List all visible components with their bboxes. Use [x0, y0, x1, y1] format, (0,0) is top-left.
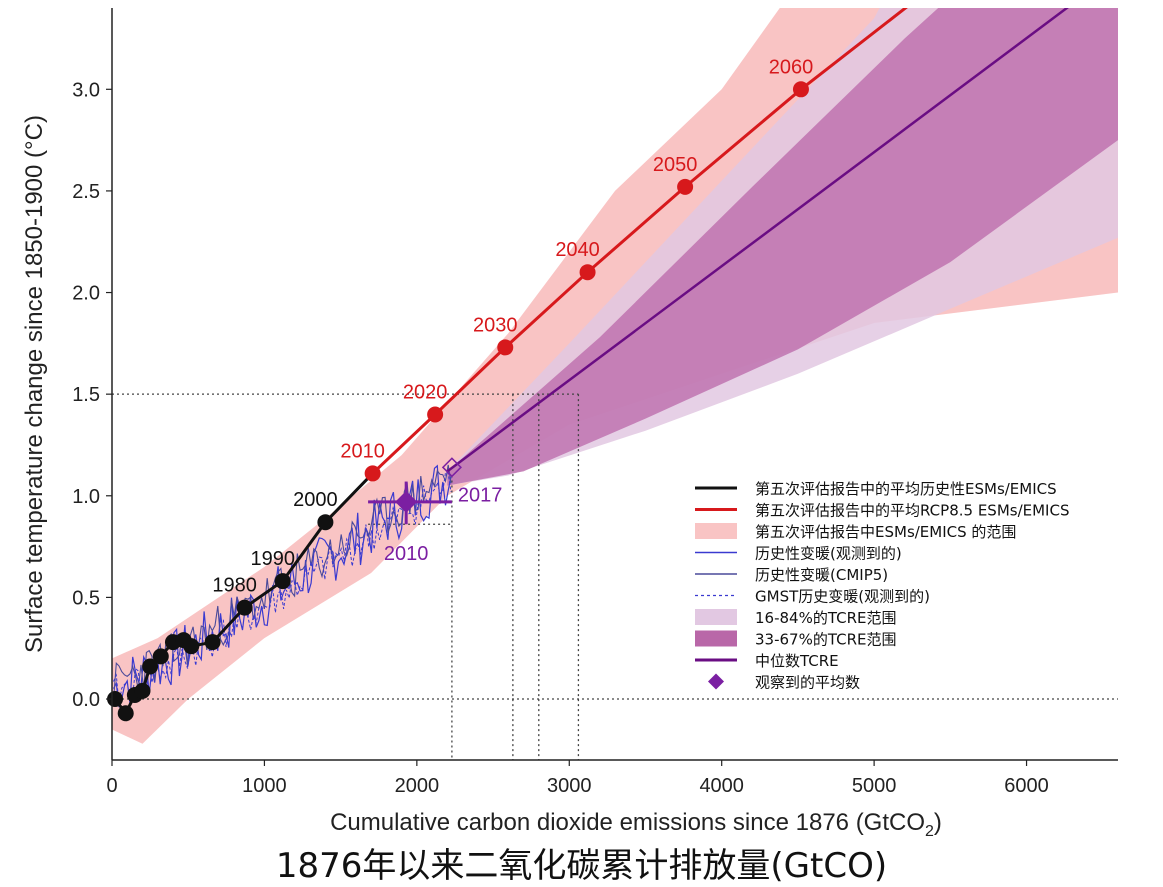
legend-background — [691, 474, 1111, 695]
year-label: 1990 — [250, 548, 295, 570]
historical-marker — [236, 599, 253, 616]
historical-marker — [274, 573, 291, 590]
chart-svg: 1980 1990 2000 2010 2020 2030 2040 2050 2060 2010… — [21, 8, 1118, 840]
y-tick-label: 2.0 — [72, 283, 100, 305]
legend-item: 第五次评估报告中的平均RCP8.5 ESMs/EMICS — [695, 502, 1069, 520]
year-label: 2060 — [769, 56, 814, 78]
x-tick-label: 3000 — [547, 775, 592, 797]
y-tick-label: 1.5 — [72, 384, 100, 406]
rcp85-marker — [497, 339, 514, 356]
legend-item: 第五次评估报告中ESMs/EMICS 的范围 — [695, 523, 1016, 541]
legend-swatch — [708, 673, 724, 690]
x-tick-label: 6000 — [1004, 775, 1049, 797]
range-bands — [112, 8, 1118, 744]
legend-label: 第五次评估报告中ESMs/EMICS 的范围 — [755, 523, 1016, 541]
observed-2017-diamond — [441, 457, 462, 478]
year-markers: 1980 1990 2000 2010 2020 2030 2040 2050 2060 2010… — [107, 56, 814, 722]
year-label: 1980 — [212, 575, 257, 597]
tcre-median-line — [446, 8, 1069, 473]
rcp85-marker — [792, 81, 809, 98]
band-tcre_33_67 — [447, 8, 1118, 486]
x-tick-label: 2000 — [395, 775, 440, 797]
legend: 第五次评估报告中的平均历史性ESMs/EMICS 第五次评估报告中的平均RCP8.… — [691, 474, 1111, 695]
legend-item: 历史性变暖(观测到的) — [695, 545, 902, 563]
observed-2017-label: 2017 — [458, 484, 503, 506]
legend-label: 16-84%的TCRE范围 — [755, 609, 897, 627]
historical-marker — [152, 648, 169, 665]
chinese-axis-caption: 1876年以来二氧化碳累计排放量(GtCO) — [275, 846, 888, 886]
x-tick-label: 5000 — [852, 775, 897, 797]
historical-marker — [183, 638, 200, 655]
legend-item: 历史性变暖(CMIP5) — [695, 566, 888, 584]
year-label: 2010 — [340, 440, 385, 462]
rcp85-marker — [579, 264, 596, 281]
y-tick-label: 3.0 — [72, 79, 100, 101]
x-tick-label: 4000 — [699, 775, 744, 797]
legend-label: 33-67%的TCRE范围 — [755, 631, 897, 649]
legend-label: 历史性变暖(观测到的) — [755, 545, 902, 563]
legend-label: 中位数TCRE — [755, 652, 839, 670]
legend-item: 观察到的平均数 — [708, 673, 860, 692]
legend-label: 观察到的平均数 — [755, 674, 860, 692]
axes: 0.0 0.5 1.0 1.5 2.0 2.5 3.0 0 1000 2000 3000 4000 50… — [21, 8, 1118, 840]
x-tick-label: 1000 — [242, 775, 287, 797]
rcp85-marker — [364, 465, 381, 482]
observed-year-label: 2010 — [384, 543, 429, 565]
rcp85-marker — [427, 406, 444, 423]
legend-item: GMST历史变暖(观测到的) — [695, 588, 930, 606]
y-tick-label: 0.5 — [72, 587, 100, 609]
reference-lines — [112, 393, 1118, 760]
year-label: 2020 — [403, 381, 448, 403]
year-label: 2040 — [555, 239, 600, 261]
historical-marker — [142, 658, 159, 675]
legend-label: 历史性变暖(CMIP5) — [755, 566, 888, 584]
legend-swatch — [695, 630, 737, 647]
y-axis-label: Surface temperature change since 1850-19… — [21, 115, 48, 653]
historical-marker — [107, 691, 124, 708]
x-tick-label: 0 — [106, 775, 117, 797]
legend-label: 第五次评估报告中的平均RCP8.5 ESMs/EMICS — [755, 502, 1069, 520]
historical-marker — [117, 705, 134, 722]
legend-item: 第五次评估报告中的平均历史性ESMs/EMICS — [695, 480, 1057, 498]
legend-item: 16-84%的TCRE范围 — [695, 609, 897, 627]
legend-item: 中位数TCRE — [695, 652, 839, 670]
x-axis-label: Cumulative carbon dioxide emissions sinc… — [330, 809, 942, 840]
observed-mean-diamond — [395, 490, 418, 513]
year-label: 2000 — [293, 489, 338, 511]
legend-item: 33-67%的TCRE范围 — [695, 630, 897, 649]
y-tick-label: 0.0 — [72, 689, 100, 711]
legend-label: GMST历史变暖(观测到的) — [755, 588, 930, 606]
legend-swatch — [695, 609, 737, 625]
historical-marker — [317, 514, 334, 531]
y-tick-label: 1.0 — [72, 486, 100, 508]
legend-swatch — [695, 523, 737, 539]
y-tick-label: 2.5 — [72, 181, 100, 203]
observed-warming-line — [112, 464, 452, 708]
legend-label: 第五次评估报告中的平均历史性ESMs/EMICS — [755, 480, 1057, 498]
year-label: 2050 — [653, 154, 698, 176]
rcp85-marker — [677, 178, 694, 195]
historical-marker — [134, 682, 151, 699]
historical-marker — [204, 634, 221, 651]
year-label: 2030 — [473, 314, 518, 336]
gmst-warming-line — [113, 471, 452, 704]
